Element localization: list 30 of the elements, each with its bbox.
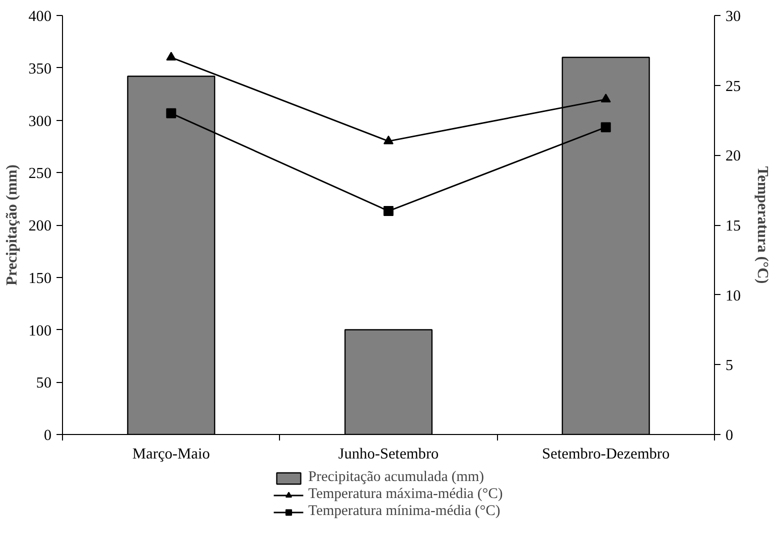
y-tick-label: 50: [36, 374, 52, 392]
x-tick-label: Março-Maio: [132, 446, 210, 462]
point: [384, 136, 394, 144]
legend-label: Temperatura mínima-média (°C): [308, 503, 500, 520]
legend-label: Precipitação acumulada (mm): [308, 469, 484, 486]
x-tick-label: Junho-Setembro: [338, 446, 440, 462]
y2-axis-title: Temperatura (°C): [754, 166, 771, 284]
y-tick-label: 0: [44, 427, 52, 444]
y-axis-title: Precipitação (mm): [4, 164, 21, 286]
y-tick-label: 300: [28, 112, 52, 130]
legend-label: Temperatura máxima-média (°C): [308, 486, 503, 503]
y-tick-label: 350: [28, 60, 52, 78]
y2-tick-label: 30: [726, 8, 742, 25]
y2-tick-label: 15: [726, 218, 742, 234]
y-tick-label: 150: [28, 270, 52, 287]
point: [600, 122, 611, 132]
x-tick-label: Setembro-Dezembro: [542, 446, 670, 462]
point: [166, 108, 176, 118]
y-tick-label: 200: [28, 218, 52, 234]
y-tick-label: 100: [28, 322, 52, 340]
point: [166, 52, 176, 60]
point: [384, 206, 394, 216]
y2-tick-label: 0: [726, 427, 734, 444]
point: [600, 94, 611, 102]
y2-tick-label: 20: [726, 148, 742, 165]
y-tick-label: 400: [28, 8, 52, 25]
y2-tick-label: 5: [726, 357, 734, 374]
y2-tick-label: 10: [726, 287, 742, 304]
y-tick-label: 250: [28, 165, 52, 182]
y2-tick-label: 25: [726, 78, 742, 95]
